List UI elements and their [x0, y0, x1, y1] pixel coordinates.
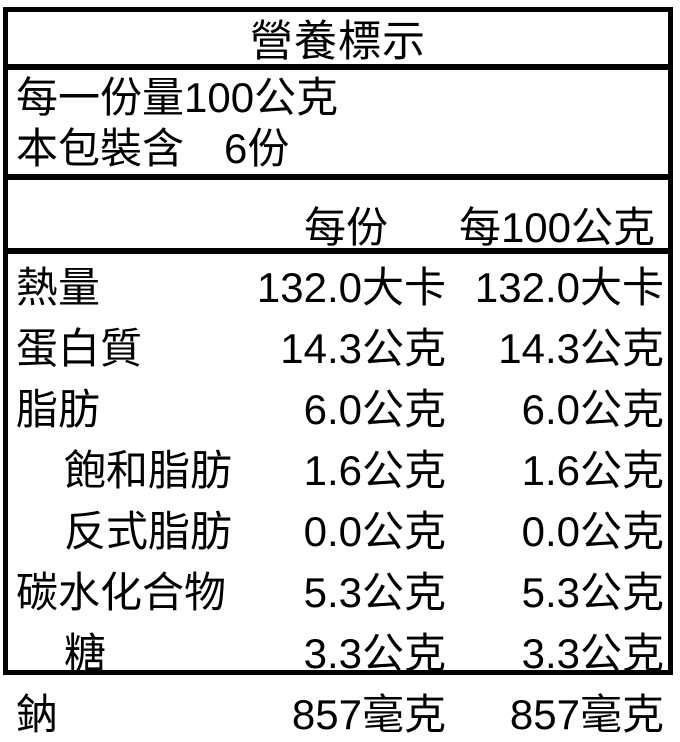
nutrient-name: 蛋白質 [16, 325, 143, 372]
nutrient-row-sugar: 糖 3.3公克 3.3公克 [8, 620, 668, 681]
value-per-serving: 857毫克 [291, 691, 446, 738]
nutrient-name: 反式脂肪 [64, 508, 233, 555]
nutrient-row-trans-fat: 反式脂肪 0.0公克 0.0公克 [8, 498, 668, 559]
nutrient-row-carbohydrate: 碳水化合物 5.3公克 5.3公克 [8, 559, 668, 620]
nutrient-name: 脂肪 [16, 386, 101, 433]
nutrient-row-saturated-fat: 飽和脂肪 1.6公克 1.6公克 [8, 437, 668, 498]
nutrient-row-protein: 蛋白質 14.3公克 14.3公克 [8, 315, 668, 376]
value-per-serving: 0.0公克 [303, 508, 446, 555]
value-per-100g: 3.3公克 [521, 630, 664, 677]
nutrient-name: 糖 [64, 630, 107, 677]
nutrient-row-calories: 熱量 132.0大卡 132.0大卡 [8, 254, 668, 315]
value-per-100g: 5.3公克 [521, 569, 664, 616]
value-per-serving: 5.3公克 [303, 569, 446, 616]
serving-info-section: 每一份量100公克 本包裝含 6份 [8, 70, 668, 180]
value-per-100g: 1.6公克 [521, 447, 664, 494]
column-header-per-100g: 每100公克 [458, 204, 656, 251]
servings-count-line: 本包裝含 6份 [16, 123, 668, 174]
nutrient-row-fat: 脂肪 6.0公克 6.0公克 [8, 376, 668, 437]
value-per-serving: 1.6公克 [303, 447, 446, 494]
nutrient-name: 鈉 [16, 691, 59, 738]
nutrient-name: 熱量 [16, 264, 101, 311]
nutrient-row-sodium: 鈉 857毫克 857毫克 [8, 681, 668, 742]
nutrition-label: 營養標示 每一份量100公克 本包裝含 6份 每份 每100公克 熱量 132.0… [3, 7, 673, 738]
servings-value: 6份 [224, 125, 290, 172]
serving-size-text: 每一份量100公克 [16, 74, 339, 121]
nutrient-name: 碳水化合物 [16, 569, 227, 616]
value-per-100g: 0.0公克 [521, 508, 664, 555]
value-per-serving: 132.0大卡 [256, 264, 446, 311]
label-title-section: 營養標示 [8, 12, 668, 70]
value-per-serving: 14.3公克 [280, 325, 446, 372]
nutrient-name: 飽和脂肪 [64, 447, 233, 494]
value-per-100g: 857毫克 [509, 691, 664, 738]
value-per-serving: 6.0公克 [303, 386, 446, 433]
serving-size-line: 每一份量100公克 [16, 72, 668, 123]
value-per-100g: 6.0公克 [521, 386, 664, 433]
label-title: 營養標示 [250, 18, 426, 66]
column-header-row: 每份 每100公克 [8, 180, 668, 254]
value-per-100g: 14.3公克 [498, 325, 664, 372]
servings-label: 本包裝含 [16, 125, 185, 172]
nutrient-table: 熱量 132.0大卡 132.0大卡 蛋白質 14.3公克 14.3公克 脂肪 … [8, 254, 668, 742]
column-header-per-serving: 每份 [303, 204, 388, 251]
value-per-100g: 132.0大卡 [474, 264, 664, 311]
value-per-serving: 3.3公克 [303, 630, 446, 677]
